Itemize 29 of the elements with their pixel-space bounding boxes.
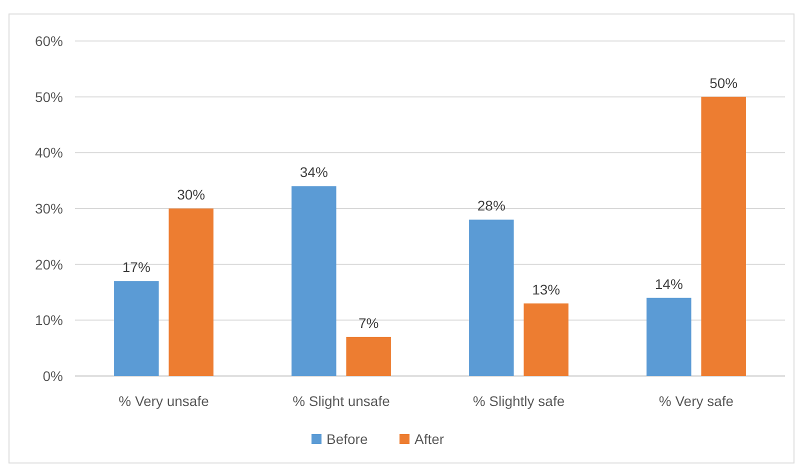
y-tick-label: 30% <box>34 200 63 216</box>
bar <box>292 186 336 376</box>
x-tick-label: % Slight unsafe <box>292 393 390 409</box>
bar <box>469 220 514 376</box>
bar <box>346 336 391 376</box>
x-tick-label: % Slightly safe <box>472 393 565 409</box>
data-label: 30% <box>177 186 206 202</box>
data-label: 50% <box>710 74 738 91</box>
y-tick-label: 50% <box>34 88 63 105</box>
legend-label: After <box>414 431 444 447</box>
x-tick-label: % Very unsafe <box>118 393 210 409</box>
bar <box>524 303 568 376</box>
bar <box>168 208 214 376</box>
y-tick-label: 0% <box>42 368 63 384</box>
data-label: 7% <box>358 314 379 331</box>
bar <box>701 96 746 376</box>
y-tick-label: 60% <box>34 33 63 49</box>
y-tick-label: 20% <box>34 256 63 272</box>
bar <box>646 298 692 376</box>
bar <box>114 281 159 376</box>
x-tick-label: % Very safe <box>658 393 734 409</box>
data-label: 13% <box>532 281 560 298</box>
data-label: 34% <box>300 164 328 180</box>
y-tick-label: 10% <box>34 312 63 328</box>
data-label: 14% <box>654 276 683 292</box>
legend-label: Before <box>326 431 368 447</box>
data-label: 17% <box>122 259 150 276</box>
y-tick-label: 40% <box>34 144 63 161</box>
data-label: 28% <box>477 198 506 214</box>
